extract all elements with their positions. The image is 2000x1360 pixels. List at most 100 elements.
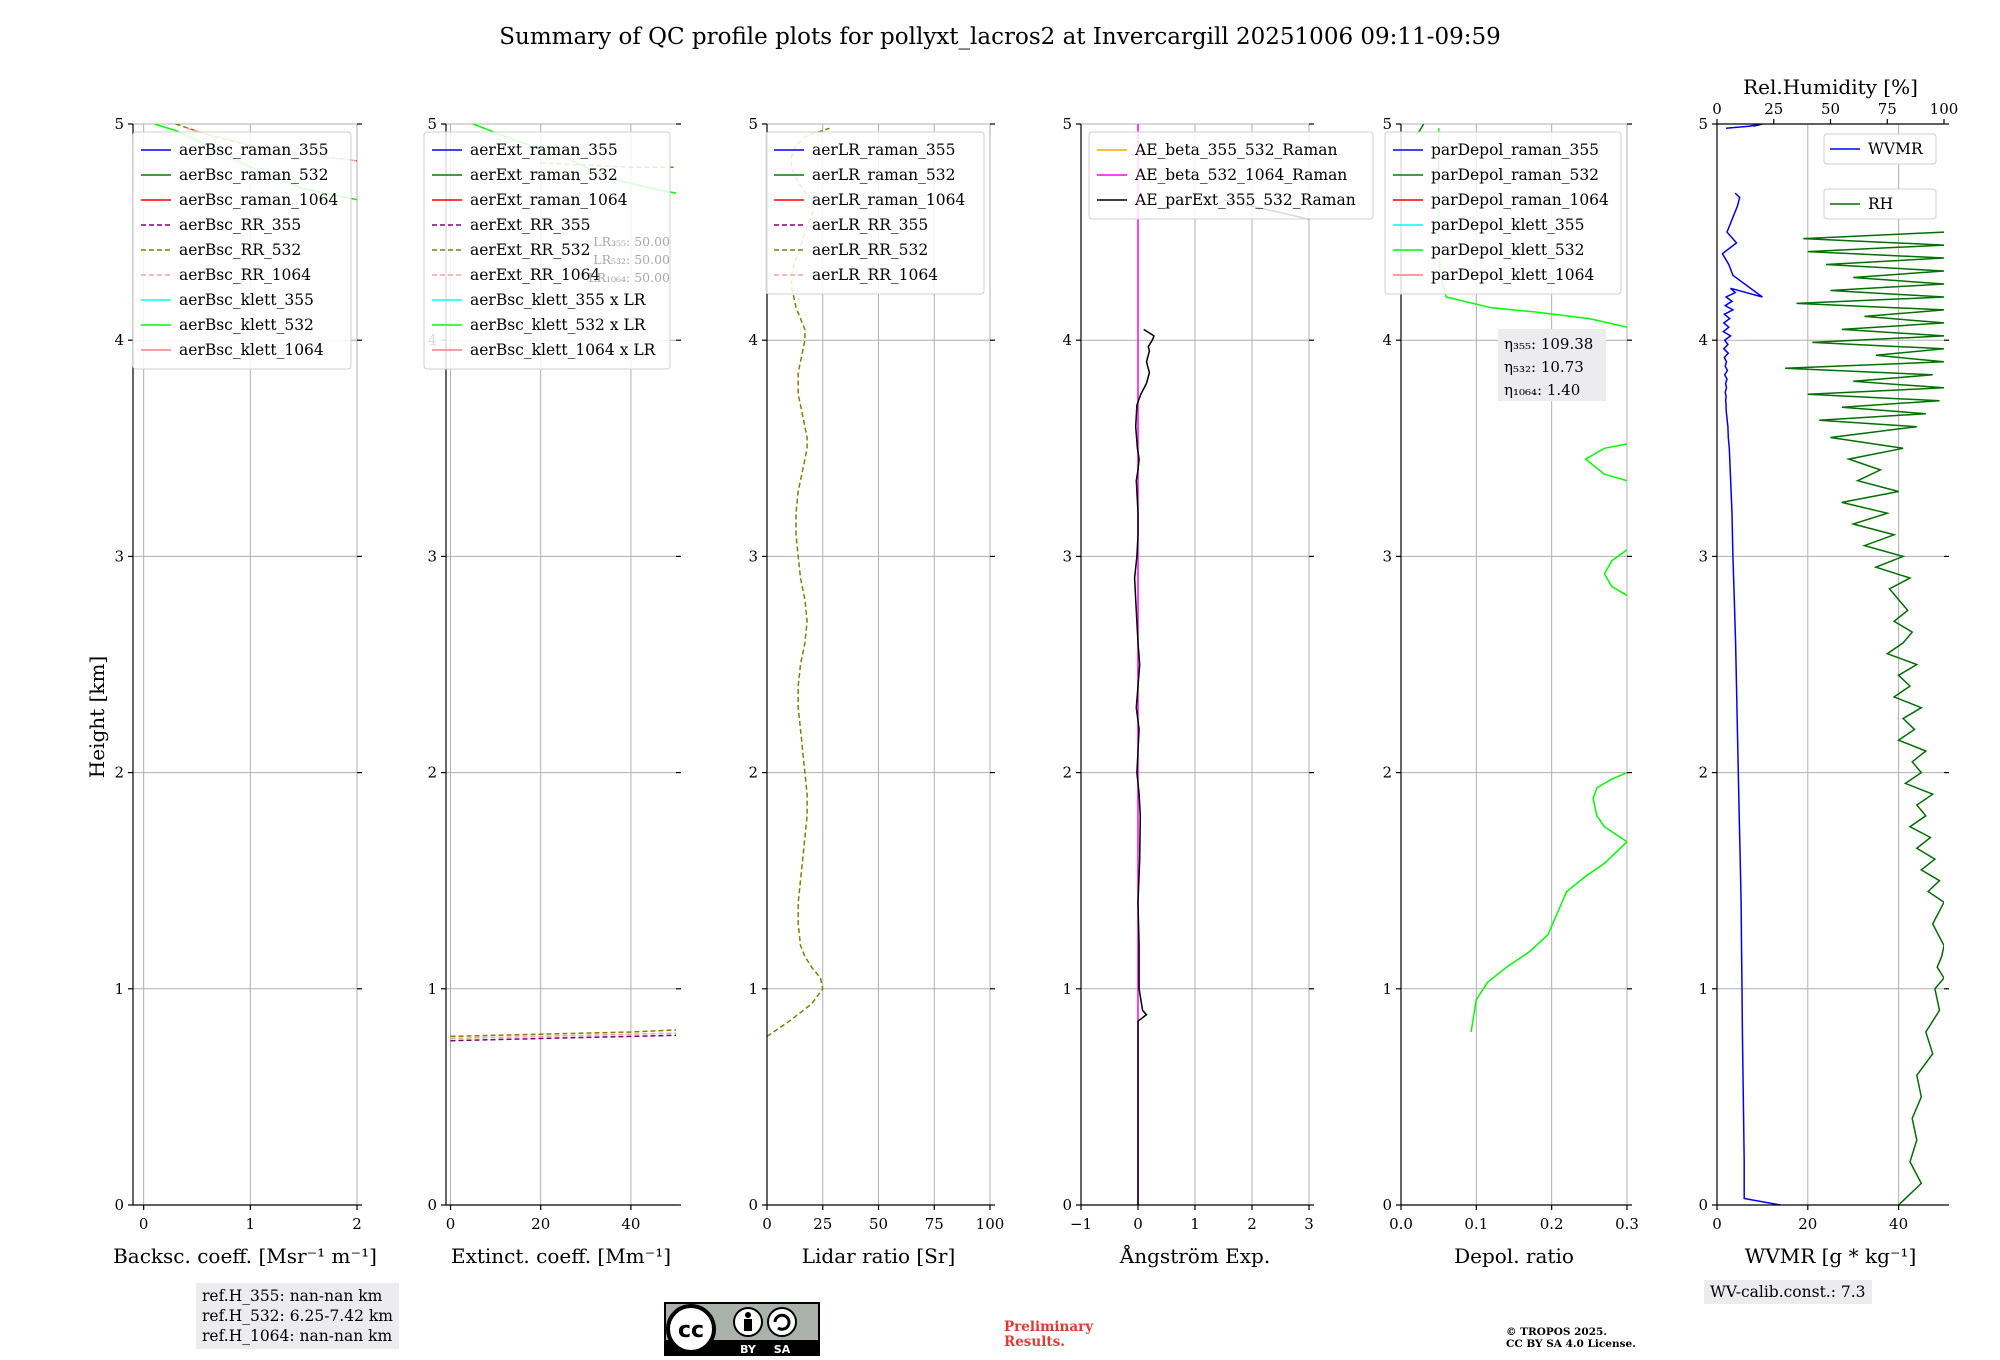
- x-tick-label: 0: [1133, 1215, 1143, 1233]
- sa-share-icon: [767, 1307, 797, 1337]
- y-tick-label: 5: [427, 115, 437, 133]
- y-tick-label: 0: [1382, 1196, 1392, 1214]
- series-ae-parext-355-532-raman: [1133, 328, 1155, 1205]
- y-tick-label: 0: [1062, 1196, 1072, 1214]
- y-tick-label: 1: [427, 980, 437, 998]
- x-axis-label: Ångström Exp.: [1119, 1243, 1270, 1268]
- top-tick-label: 0: [1712, 100, 1722, 118]
- legend-entry: aerBsc_klett_355: [179, 291, 314, 309]
- legend-entry: aerExt_raman_532: [470, 166, 618, 184]
- series-pardepol-klett-532: [1584, 443, 1627, 482]
- legend-entry: parDepol_raman_355: [1431, 141, 1599, 159]
- y-tick-label: 1: [1382, 980, 1392, 998]
- y-tick-label: 3: [427, 547, 437, 565]
- cc-sa-text: SA: [774, 1343, 791, 1356]
- cc-icon: [666, 1304, 716, 1354]
- y-tick-label: 2: [1062, 764, 1072, 782]
- y-tick-label: 0: [114, 1196, 124, 1214]
- copyright-line-2: CC BY SA 4.0 License.: [1506, 1338, 1636, 1350]
- legend-box: [132, 131, 352, 370]
- y-tick-label: 3: [1382, 547, 1392, 565]
- legend-entry: aerBsc_raman_1064: [179, 191, 339, 209]
- eta-box: [1498, 329, 1606, 401]
- x-tick-label: 100: [976, 1215, 1005, 1233]
- cc-icon-letters: cc: [678, 1318, 704, 1343]
- x-tick-label: 1: [246, 1215, 256, 1233]
- legend-entry: aerLR_RR_532: [812, 241, 928, 259]
- cc-license-badge: cc BY SA: [664, 1302, 820, 1356]
- y-tick-label: 3: [1698, 547, 1708, 565]
- x-tick-label: 40: [621, 1215, 640, 1233]
- legend-entry: aerBsc_raman_532: [179, 166, 329, 184]
- legend-box: [1823, 133, 1937, 165]
- x-tick-label: 0: [1712, 1215, 1722, 1233]
- x-tick-label: 0: [446, 1215, 456, 1233]
- legend-entry: RH: [1868, 195, 1893, 213]
- y-tick-label: 4: [748, 331, 758, 349]
- legend-entry: aerLR_RR_1064: [812, 266, 938, 284]
- legend-box: [423, 131, 671, 370]
- y-tick-label: 5: [1382, 115, 1392, 133]
- series-wvmr: [1726, 124, 1763, 130]
- panel-wv: 0 20 40 0 1 2 3 4 5 WVMR [g * kg⁻¹] 0 25 50 75 100 Rel.…: [1698, 75, 1958, 1268]
- y-tick-label: 0: [748, 1196, 758, 1214]
- y-axis-label: Height [km]: [85, 656, 109, 778]
- cc-by-text: BY: [740, 1343, 757, 1356]
- x-tick-label: −1: [1070, 1215, 1092, 1233]
- legend-entry: aerBsc_klett_1064 x LR: [470, 341, 657, 359]
- legend-entry: aerLR_RR_355: [812, 216, 928, 234]
- x-tick-label: 25: [813, 1215, 832, 1233]
- legend-box: [1088, 131, 1374, 220]
- legend-entry: parDepol_klett_532: [1431, 241, 1584, 259]
- x-tick-label: 20: [531, 1215, 550, 1233]
- y-tick-label: 1: [1062, 980, 1072, 998]
- copyright-line-1: © TROPOS 2025.: [1506, 1326, 1608, 1338]
- reference-heights-box: ref.H_355: nan-nan km ref.H_532: 6.25-7.…: [196, 1283, 399, 1349]
- y-tick-label: 2: [1698, 764, 1708, 782]
- ref-height-355: ref.H_355: nan-nan km: [202, 1287, 383, 1305]
- y-tick-label: 2: [114, 764, 124, 782]
- top-axis-label: Rel.Humidity [%]: [1743, 75, 1918, 99]
- legend-entry: AE_beta_355_532_Raman: [1134, 141, 1337, 159]
- lr-note: LR₁₀₆₄: 50.00: [588, 270, 670, 285]
- x-tick-label: 1: [1190, 1215, 1200, 1233]
- x-tick-label: 0: [139, 1215, 149, 1233]
- legend-entry: aerBsc_RR_1064: [179, 266, 311, 284]
- y-tick-label: 3: [748, 547, 758, 565]
- x-tick-label: 40: [1889, 1215, 1908, 1233]
- wv-calibration-box: WV-calib.const.: 7.3: [1704, 1280, 1872, 1304]
- y-tick-label: 3: [1062, 547, 1072, 565]
- legend-entry: aerLR_raman_1064: [812, 191, 965, 209]
- eta-note: η₅₃₂: 10.73: [1504, 358, 1584, 376]
- y-tick-label: 2: [427, 764, 437, 782]
- panel-ext: 02040012345Extinct. coeff. [Mm⁻¹]aerExt_…: [423, 115, 681, 1268]
- legend-entry: aerBsc_klett_532 x LR: [470, 316, 647, 334]
- series-wvmr: [1721, 192, 1781, 1205]
- y-tick-label: 2: [748, 764, 758, 782]
- y-tick-label: 1: [114, 980, 124, 998]
- legend-box: [1384, 131, 1622, 295]
- top-tick-label: 25: [1764, 100, 1783, 118]
- series-pardepol-klett-532: [1592, 771, 1627, 843]
- x-tick-label: 0.2: [1540, 1215, 1564, 1233]
- x-tick-label: 75: [925, 1215, 944, 1233]
- x-tick-label: 0.0: [1389, 1215, 1413, 1233]
- y-tick-label: 5: [1062, 115, 1072, 133]
- legend-entry: aerExt_RR_355: [470, 216, 591, 234]
- top-tick-label: 100: [1930, 100, 1959, 118]
- legend-entry: aerBsc_RR_355: [179, 216, 301, 234]
- lr-note: LR₃₅₅: 50.00: [593, 234, 670, 249]
- by-person-body: [744, 1319, 752, 1331]
- eta-note: η₁₀₆₄: 1.40: [1504, 381, 1580, 399]
- series-pardepol-klett-532: [1603, 549, 1627, 596]
- y-tick-label: 5: [114, 115, 124, 133]
- legend-entry: aerBsc_raman_355: [179, 141, 329, 159]
- y-tick-label: 3: [114, 547, 124, 565]
- x-axis-label: Depol. ratio: [1454, 1244, 1574, 1268]
- y-tick-label: 2: [1382, 764, 1392, 782]
- legend-entry: aerExt_RR_532: [470, 241, 591, 259]
- y-tick-label: 5: [748, 115, 758, 133]
- by-person-head: [745, 1312, 751, 1318]
